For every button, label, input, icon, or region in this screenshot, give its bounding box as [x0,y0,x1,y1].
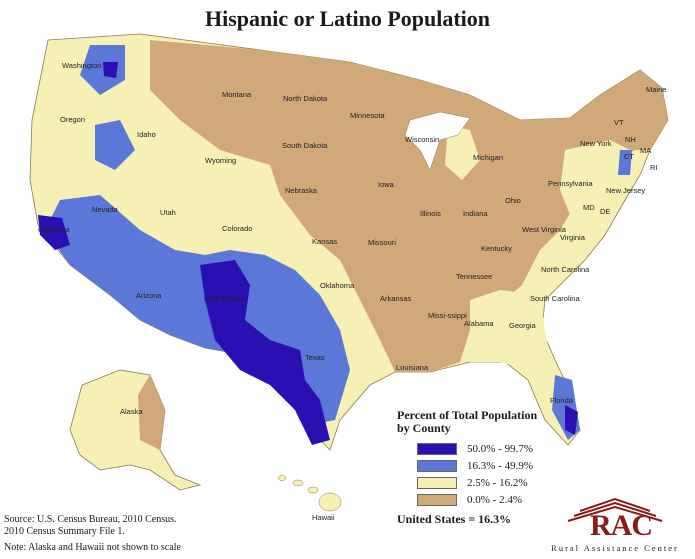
state-label-minnesota: Minnesota [350,111,385,120]
state-label-kansas: Kansas [312,237,337,246]
state-label-nh: NH [625,135,636,144]
lightblue-region-northwest [80,45,125,95]
state-label-arkansas: Arkansas [380,294,412,303]
state-label-west-virginia: West Virginia [522,225,567,234]
darkblue-region-california [38,215,70,250]
lightblue-region-nyc [618,150,632,175]
source-line2: 2010 Census Summary File 1. [4,526,125,537]
state-label-georgia: Georgia [509,321,537,330]
source-line1: Source: U.S. Census Bureau, 2010 Census. [4,514,177,525]
hawaii-islands [277,475,342,512]
state-label-illinois: Illinois [420,209,441,218]
state-label-texas: Texas [305,353,325,362]
state-label-michigan: Michigan [473,153,503,162]
legend-title: Percent of Total Population by County [397,409,597,435]
state-label-arizona: Arizona [136,291,162,300]
state-label-colorado: Colorado [222,224,252,233]
rac-mark: RAC [590,509,653,542]
state-label-new-mexico: New Mexico [204,294,245,303]
yellow-patch-michigan [445,125,480,180]
darkblue-region-miami [565,405,578,435]
source-citation: Source: U.S. Census Bureau, 2010 Census.… [4,514,177,538]
yellow-patch-midatlantic [560,140,630,215]
legend-label: 2.5% - 16.2% [467,477,528,489]
darkblue-region-washington [103,62,118,78]
legend-swatch [417,443,457,455]
state-label-utah: Utah [160,208,176,217]
legend-swatch [417,460,457,472]
great-lakes [404,111,471,171]
legend-title-line1: Percent of Total Population [397,408,538,422]
state-label-nebraska: Nebraska [285,186,318,195]
legend-rows: 50.0% - 99.7% 16.3% - 49.9% 2.5% - 16.2% 0.… [397,441,597,508]
state-label-california: California [38,225,71,234]
legend-row: 0.0% - 2.4% [397,492,597,508]
state-label-north-dakota: North Dakota [283,94,328,103]
state-label-south-carolina: South Carolina [530,294,580,303]
state-label-oklahoma: Oklahoma [320,281,355,290]
tan-region-plains-east [150,40,668,372]
state-label-vt: VT [614,118,624,127]
alaska-tan-east [138,375,165,450]
legend-row: 2.5% - 16.2% [397,475,597,491]
state-label-ohio: Ohio [505,196,521,205]
state-label-maine: Maine [646,85,666,94]
map-legend: Percent of Total Population by County 50… [397,409,597,508]
state-label-missouri: Missouri [368,238,396,247]
legend-row: 50.0% - 99.7% [397,441,597,457]
state-label-virginia: Virginia [560,233,586,242]
state-label-mississippi: Missi-ssippi [428,311,467,320]
state-label-md: MD [583,203,595,212]
state-label-new-york: New York [580,139,612,148]
map-title: Hispanic or Latino Population [204,6,491,31]
state-label-ct: CT [624,152,634,161]
state-label-nevada: Nevada [92,205,119,214]
state-label-de: DE [600,207,610,216]
state-label-ri: RI [650,163,658,172]
darkblue-region-borderland [200,260,330,445]
alaska-shape [69,369,202,491]
legend-label: 16.3% - 49.9% [467,460,533,472]
state-label-ma: MA [640,146,651,155]
rac-name: Rural Assistance Center [551,543,679,553]
rac-roof-lines [567,497,663,522]
state-label-nj: New Jersey [606,186,645,195]
state-label-wisconsin: Wisconsin [405,135,439,144]
state-label-alabama: Alabama [464,319,494,328]
rac-logo: RAC Rural Assistance Center [540,497,690,557]
state-label-alaska: Alaska [120,407,143,416]
scale-note: Note: Alaska and Hawaii not shown to sca… [4,542,181,553]
legend-label: 0.0% - 2.4% [467,494,522,506]
state-label-hawaii: Hawaii [312,513,335,522]
legend-swatch [417,477,457,489]
state-label-north-carolina: North Carolina [541,265,590,274]
state-label-florida: Florida [550,396,574,405]
state-label-oregon: Oregon [60,115,85,124]
legend-swatch [417,494,457,506]
state-label-south-dakota: South Dakota [282,141,328,150]
state-label-kentucky: Kentucky [481,244,512,253]
state-label-wyoming: Wyoming [205,156,236,165]
yellow-patch-southeast [470,290,550,370]
legend-label: 50.0% - 99.7% [467,443,533,455]
legend-row: 16.3% - 49.9% [397,458,597,474]
state-label-pennsylvania: Pennsylvania [548,179,593,188]
state-label-montana: Montana [222,90,252,99]
state-label-washington: Washington [62,61,101,70]
state-label-indiana: Indiana [463,209,488,218]
lightblue-region-idaho [95,120,135,170]
state-label-iowa: Iowa [378,180,395,189]
state-label-louisiana: Louisiana [396,363,429,372]
state-label-tennessee: Tennessee [456,272,492,281]
state-label-idaho: Idaho [137,130,156,139]
us-total-value: United States = 16.3% [397,512,512,526]
legend-title-line2: by County [397,421,451,435]
